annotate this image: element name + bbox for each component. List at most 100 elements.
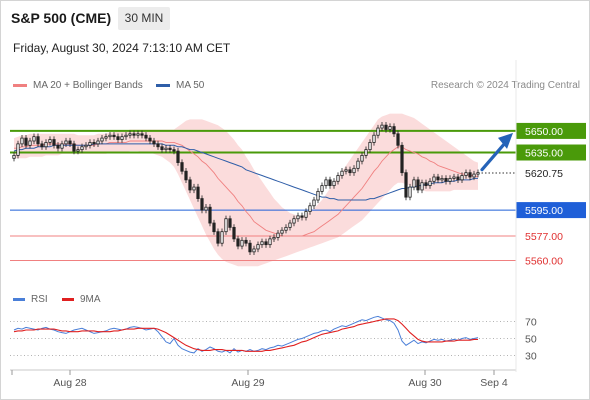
candle-body <box>152 140 156 145</box>
candle-body <box>60 143 64 149</box>
candle-body <box>344 169 348 172</box>
candle-body <box>268 238 272 246</box>
candle-body <box>276 232 280 238</box>
candle-body <box>20 137 24 145</box>
candle <box>52 136 56 149</box>
candle <box>124 132 128 140</box>
candle <box>444 175 448 185</box>
candle-body <box>176 150 180 163</box>
legend-ma20-label: MA 20 + Bollinger Bands <box>33 80 143 91</box>
candle-body <box>144 134 148 139</box>
candle <box>384 121 388 133</box>
candle-body <box>124 134 128 138</box>
candle <box>368 139 372 153</box>
candle-body <box>352 167 356 174</box>
candle-body <box>32 136 36 142</box>
candle <box>472 170 476 181</box>
candle-body <box>80 146 84 151</box>
candle <box>92 139 96 148</box>
candle <box>48 136 52 146</box>
candle <box>276 229 280 241</box>
candle-body <box>408 186 412 198</box>
candle <box>20 134 24 148</box>
candle-body <box>472 173 476 178</box>
candle-body <box>68 140 72 145</box>
candle-body <box>328 179 332 187</box>
rsi-tick-label: 70 <box>525 317 537 329</box>
candle <box>260 238 264 248</box>
candles-layer <box>12 121 480 256</box>
candle <box>24 134 28 149</box>
candle-body <box>40 143 44 148</box>
candle-body <box>288 222 292 228</box>
instrument-title: S&P 500 (CME) <box>11 10 112 26</box>
candle <box>280 227 284 237</box>
candle <box>452 173 456 182</box>
candle <box>164 145 168 153</box>
candle-body <box>36 136 40 145</box>
candle-body <box>396 133 400 146</box>
level-tag-resistance-0 <box>516 122 586 139</box>
candle <box>120 133 124 143</box>
candle <box>64 137 68 148</box>
candle <box>460 172 464 184</box>
candle-body <box>112 134 116 138</box>
candle <box>300 212 304 221</box>
timeframe-badge[interactable]: 30 MIN <box>118 7 170 30</box>
candle-body <box>64 140 68 145</box>
rsi-ma-line <box>13 318 478 352</box>
candle <box>312 196 316 209</box>
candle-body <box>200 198 204 211</box>
candle-body <box>104 136 108 139</box>
candle-body <box>264 241 268 246</box>
candle-body <box>424 182 428 187</box>
candle <box>80 143 84 153</box>
bullish-arrow-head <box>498 132 513 149</box>
candle <box>256 241 260 253</box>
candle-body <box>284 226 288 231</box>
rsi-swatch <box>13 298 25 301</box>
candle-body <box>16 143 20 156</box>
candle <box>408 183 412 201</box>
candle-body <box>128 133 132 136</box>
candle <box>132 130 136 139</box>
timestamp: Friday, August 30, 2024 7:13:10 AM CET <box>13 41 231 55</box>
candle-body <box>172 149 176 152</box>
bullish-arrow <box>480 132 513 172</box>
candle-body <box>84 144 88 148</box>
candle-body <box>464 172 468 176</box>
rsi-tick-label: 50 <box>525 334 537 346</box>
x-tick-label: Aug 28 <box>53 377 86 389</box>
candle-body <box>116 136 120 140</box>
candle-body <box>348 169 352 174</box>
candle-body <box>300 215 304 218</box>
candle <box>208 204 212 227</box>
candle <box>380 121 384 132</box>
legend-ma20: MA 20 + Bollinger Bands <box>13 80 143 91</box>
candle-body <box>304 211 308 218</box>
candle <box>360 152 364 165</box>
candle <box>148 134 152 145</box>
candle-body <box>228 218 232 228</box>
candle-body <box>376 127 380 136</box>
candle-body <box>232 226 236 240</box>
candle <box>400 142 404 176</box>
candle <box>68 137 72 148</box>
candle-body <box>384 124 388 130</box>
candle <box>156 140 160 150</box>
candle-body <box>120 136 124 140</box>
candle-body <box>192 186 196 191</box>
candle <box>180 159 184 175</box>
candle <box>436 173 440 184</box>
candle-body <box>28 140 32 146</box>
candle <box>416 176 420 194</box>
candle-body <box>240 239 244 247</box>
candle-body <box>92 142 96 145</box>
candle-body <box>324 179 328 187</box>
candle <box>372 132 376 146</box>
candle-body <box>312 199 316 207</box>
legend-rsi: RSI <box>13 294 48 305</box>
candle-body <box>256 244 260 250</box>
level-label-resistance-1: 5635.00 <box>525 148 563 160</box>
legend-ma50-label: MA 50 <box>176 80 205 91</box>
